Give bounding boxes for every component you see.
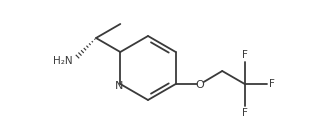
- Text: F: F: [269, 79, 275, 89]
- Text: F: F: [242, 50, 248, 60]
- Text: F: F: [242, 108, 248, 118]
- Text: O: O: [195, 79, 204, 90]
- Text: H₂N: H₂N: [53, 56, 72, 66]
- Text: N: N: [115, 81, 123, 91]
